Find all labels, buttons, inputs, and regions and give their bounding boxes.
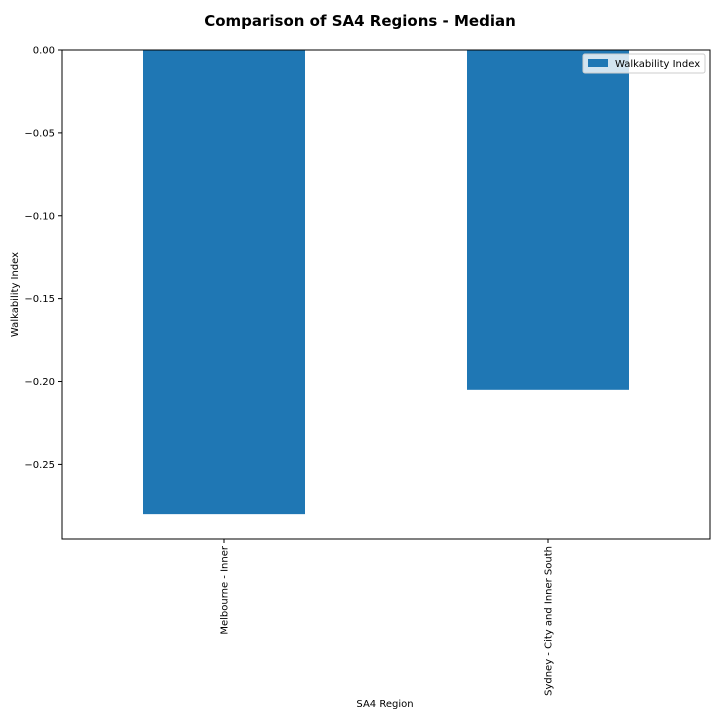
bar-melbourne-inner xyxy=(143,50,305,515)
y-tick-label: −0.20 xyxy=(24,377,55,388)
x-tick-label: Melbourne - Inner xyxy=(220,545,231,635)
bars-layer xyxy=(143,50,629,515)
x-tick-label: Sydney - City and Inner South xyxy=(544,546,555,696)
legend-box xyxy=(582,53,706,74)
y-tick-label: 0.00 xyxy=(33,46,55,57)
legend-swatch xyxy=(588,59,608,67)
bar-sydney-city-and-inner-south xyxy=(467,50,629,390)
y-axis-ticks: 0.00 −0.05 −0.10 −0.15 −0.20 −0.25 xyxy=(24,46,62,471)
y-tick-label: −0.25 xyxy=(24,460,55,471)
chart-title: Comparison of SA4 Regions - Median xyxy=(204,12,516,30)
x-axis-ticks: Melbourne - Inner Sydney - City and Inner… xyxy=(220,539,555,696)
legend: Walkability Index xyxy=(582,53,706,74)
x-axis-label: SA4 Region xyxy=(356,699,413,710)
y-tick-label: −0.15 xyxy=(24,294,55,305)
legend-entry-walkability-index: Walkability Index xyxy=(615,59,700,70)
plot-frame xyxy=(61,49,711,540)
y-tick-label: −0.10 xyxy=(24,211,55,222)
y-tick-label: −0.05 xyxy=(24,128,55,139)
y-axis-label: Walkability Index xyxy=(10,252,21,337)
